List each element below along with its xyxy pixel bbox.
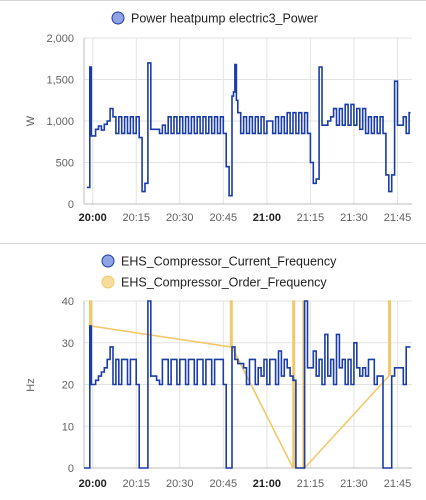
- y-tick-label-1-0: 0: [68, 463, 74, 475]
- y-tick-label-1-2: 20: [62, 380, 74, 392]
- y-tick-label-0-0: 0: [68, 199, 74, 211]
- x-tick-label-0-3: 20:45: [210, 212, 238, 224]
- legend-swatch-0-0: [111, 11, 125, 25]
- series-line-1-0: [84, 300, 411, 469]
- x-tick-label-1-5: 21:15: [297, 478, 325, 490]
- section-divider: [0, 243, 426, 244]
- y-tick-label-1-4: 40: [62, 296, 74, 308]
- x-tick-label-1-4: 21:00: [253, 478, 281, 490]
- legend-label-1-1: EHS_Compressor_Order_Frequency: [121, 276, 327, 290]
- x-tick-label-0-5: 21:15: [297, 212, 325, 224]
- x-tick-label-1-1: 20:15: [122, 478, 150, 490]
- x-tick-label-0-7: 21:45: [384, 212, 412, 224]
- x-tick-label-1-3: 20:45: [210, 478, 238, 490]
- legend-swatch-1-1: [101, 275, 115, 289]
- series-line-1-1: [89, 300, 392, 471]
- x-tick-label-0-2: 20:30: [166, 212, 194, 224]
- y-axis-label-1: Hz: [25, 378, 37, 391]
- series-line-0-0: [86, 62, 411, 197]
- x-tick-label-0-0: 20:00: [79, 212, 107, 224]
- y-tick-label-0-2: 1,000: [46, 116, 74, 128]
- x-tick-label-0-6: 21:30: [340, 212, 368, 224]
- y-axis-label-0: W: [25, 115, 37, 126]
- y-tick-label-1-1: 10: [62, 421, 74, 433]
- x-tick-label-1-0: 20:00: [79, 478, 107, 490]
- x-tick-label-0-4: 21:00: [253, 212, 281, 224]
- x-tick-label-1-2: 20:30: [166, 478, 194, 490]
- x-tick-label-1-7: 21:45: [384, 478, 412, 490]
- y-tick-label-1-3: 30: [62, 338, 74, 350]
- y-tick-label-0-3: 1,500: [46, 75, 74, 87]
- legend-swatch-1-0: [101, 254, 115, 268]
- y-tick-label-0-1: 500: [56, 158, 74, 170]
- x-tick-label-1-6: 21:30: [340, 478, 368, 490]
- x-tick-label-0-1: 20:15: [122, 212, 150, 224]
- y-tick-label-0-4: 2,000: [46, 33, 74, 45]
- legend-label-0-0: Power heatpump electric3_Power: [131, 12, 318, 26]
- top-divider: [0, 0, 426, 1]
- legend-label-1-0: EHS_Compressor_Current_Frequency: [121, 255, 337, 269]
